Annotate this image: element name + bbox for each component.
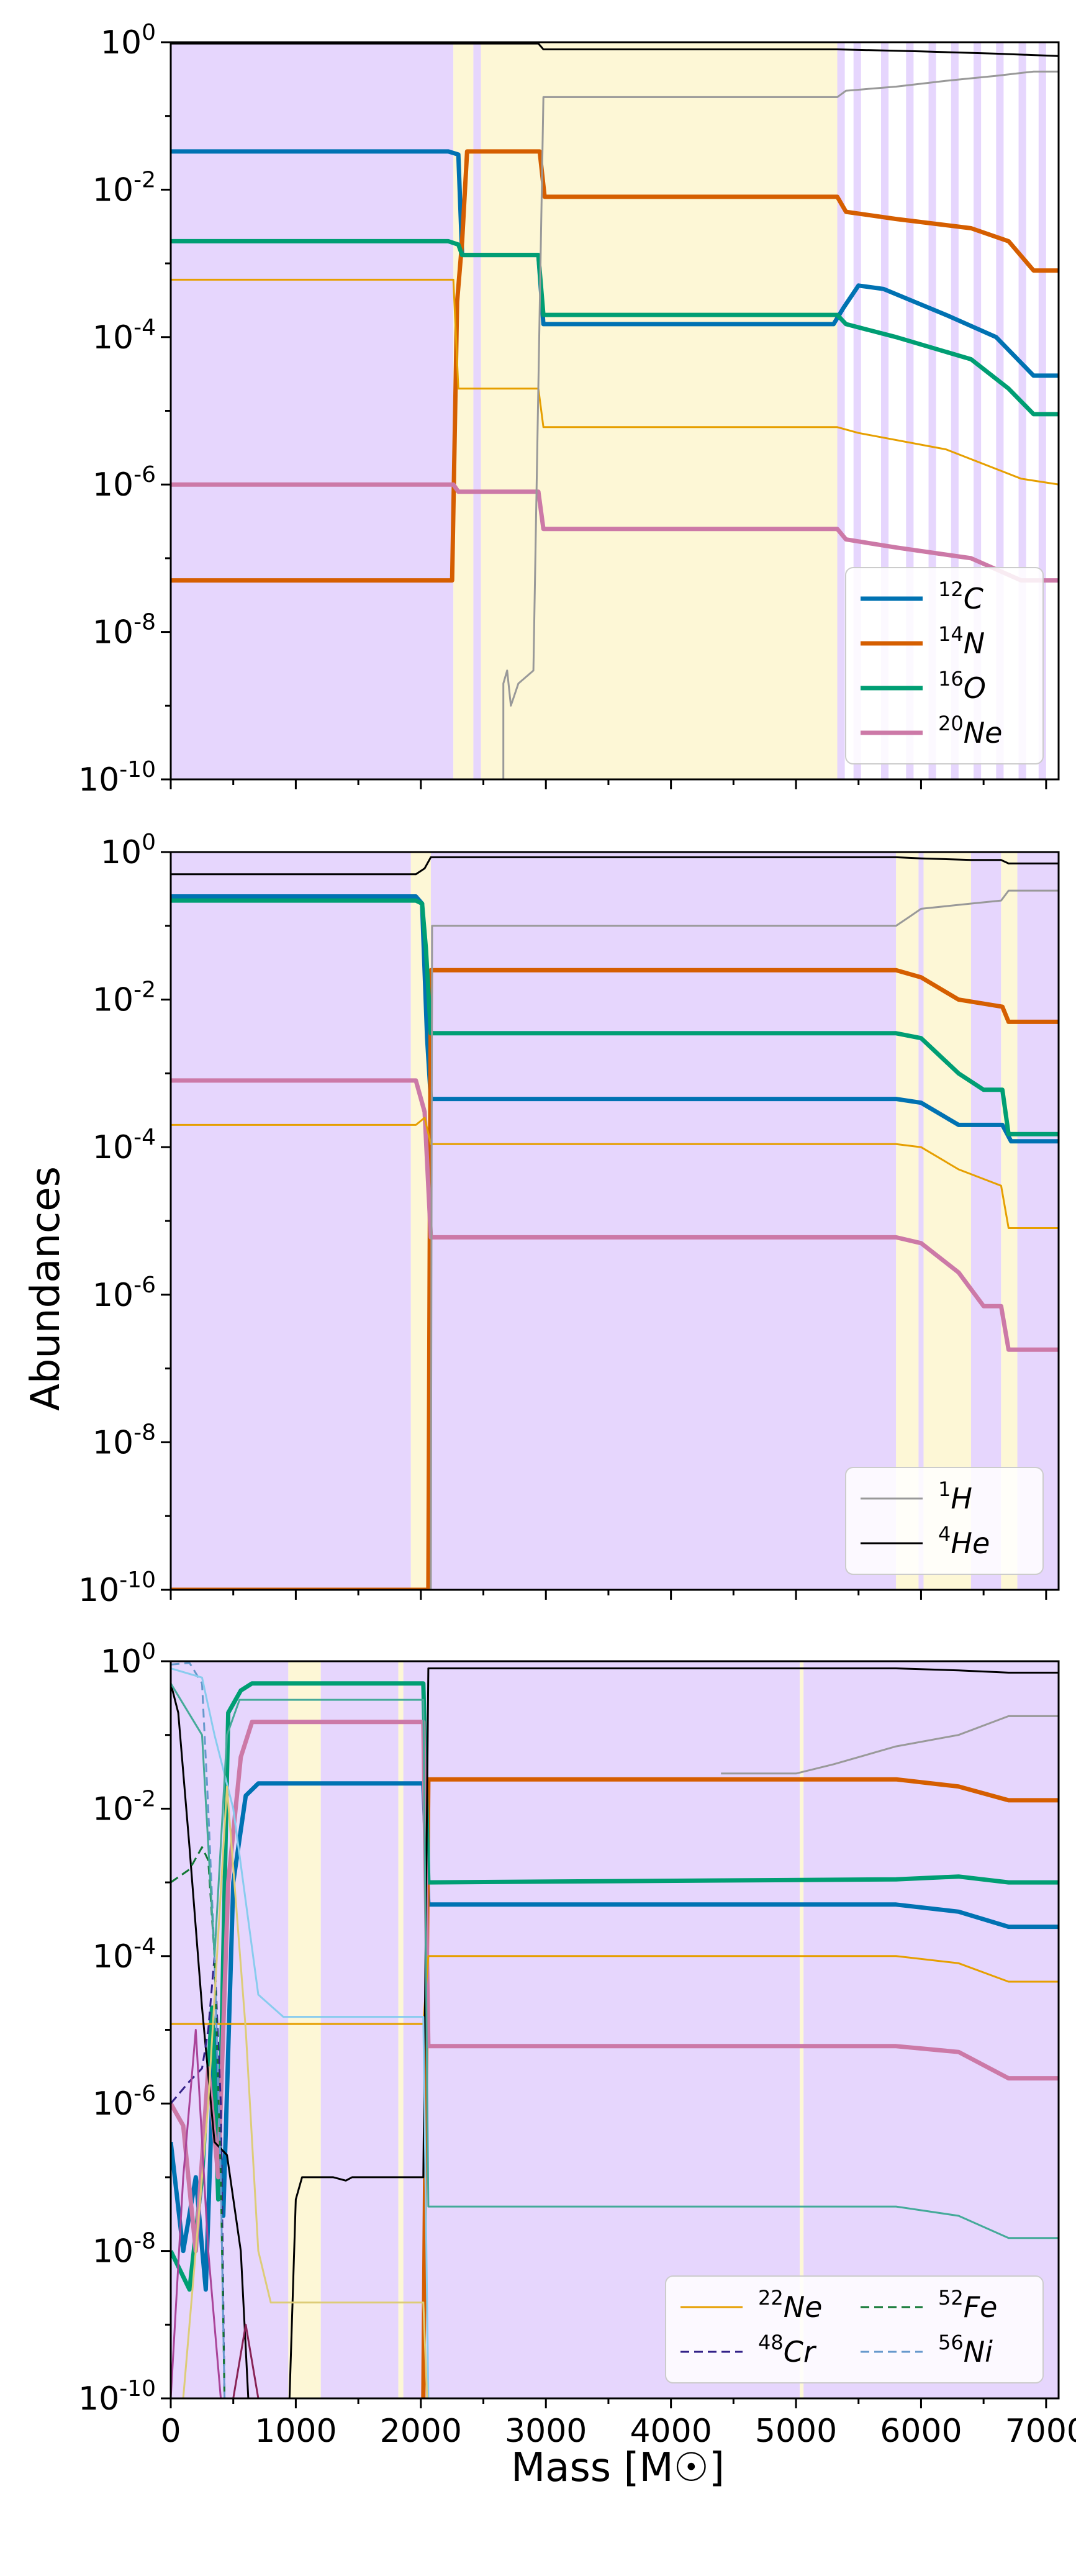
y-axis-title: Abundances — [23, 1166, 69, 1411]
series-line-1H — [430, 889, 1059, 1590]
series-line-20Ne — [171, 1078, 1059, 1352]
series-lines — [171, 42, 1059, 779]
series-line-faint-5 — [232, 2323, 260, 2398]
y-tick-label: 100 — [101, 830, 156, 871]
series-lines — [171, 1662, 1059, 2398]
panel-bottom: 100 10-2 10-4 10-6 10-8 10-100 1000 2000 3000 400… — [78, 1639, 1076, 2450]
region-band-radiative — [398, 1661, 404, 2398]
series-line-16O — [171, 898, 1059, 1136]
region-band-convective — [430, 852, 897, 1590]
series-line-20Ne — [171, 482, 1059, 583]
series-line-faint-1 — [171, 1667, 430, 2398]
series-line-1H — [502, 70, 1059, 779]
legend: 12C 14N 16O 20Ne — [845, 567, 1044, 764]
legend-label-4He: 4He — [938, 1522, 990, 1560]
y-tick-label: 10-8 — [93, 2229, 156, 2270]
region-band-radiative — [800, 1661, 804, 2398]
x-tick-label: 1000 — [255, 2413, 337, 2450]
region-bands — [171, 852, 1059, 1590]
y-tick-label: 10-10 — [78, 1567, 156, 1609]
legend-label-48Cr: 48Cr — [758, 2331, 817, 2369]
legend: 22Ne 48Cr 52Fe 56Ni — [665, 2275, 1044, 2383]
region-band-convective — [837, 42, 845, 779]
legend-label-1H: 1H — [938, 1477, 972, 1515]
series-line-56Ni — [171, 1662, 226, 2398]
series-line-faint-3 — [182, 1785, 428, 2398]
legend-label-56Ni: 56Ni — [938, 2331, 993, 2369]
panel-top: 100 10-2 10-4 10-6 10-8 10-10 12C 14N 16O 20Ne — [78, 20, 1060, 799]
y-tick-label: 100 — [101, 20, 156, 61]
series-line-faint-4 — [171, 2029, 222, 2398]
legend-label-20Ne: 20Ne — [938, 712, 1002, 750]
y-tick-label: 10-4 — [93, 1934, 156, 1975]
legend-box — [845, 567, 1044, 764]
y-tick-label: 10-10 — [78, 2376, 156, 2418]
y-tick-label: 10-10 — [78, 757, 156, 799]
series-line-22Ne — [171, 1117, 1059, 1229]
x-tick-label: 4000 — [630, 2413, 712, 2450]
x-tick-label: 5000 — [755, 2413, 837, 2450]
y-tick-label: 10-6 — [93, 1272, 156, 1314]
series-line-14N — [171, 968, 1059, 1590]
y-tick-label: 10-6 — [93, 462, 156, 504]
region-bands — [171, 42, 1046, 779]
region-band-convective — [171, 852, 411, 1590]
series-line-14N — [171, 149, 1059, 583]
y-tick-label: 10-8 — [93, 1420, 156, 1461]
y-tick-label: 100 — [101, 1639, 156, 1680]
panels: 10010-210-410-610-810-1012C14N16O20Ne100… — [78, 20, 1076, 2450]
legend-label-22Ne: 22Ne — [758, 2286, 822, 2324]
x-axis-title: Mass [M☉] — [511, 2445, 725, 2491]
y-tick-label: 10-8 — [93, 610, 156, 651]
series-lines — [171, 856, 1059, 1590]
region-band-convective — [171, 42, 454, 779]
series-line-48Cr — [171, 1955, 226, 2398]
y-tick-label: 10-2 — [93, 1786, 156, 1828]
region-band-convective — [918, 852, 924, 1590]
x-tick-label: 7000 — [1005, 2413, 1076, 2450]
series-line-4He — [171, 856, 1059, 876]
series-line-4He — [171, 42, 1059, 57]
series-line-1H — [721, 1715, 1059, 1775]
legend-label-52Fe: 52Fe — [938, 2286, 997, 2324]
region-band-convective — [473, 42, 481, 779]
series-line-22Ne — [171, 278, 1059, 486]
series-line-16O — [171, 238, 1059, 417]
legend-box — [845, 1467, 1044, 1575]
x-tick-label: 2000 — [380, 2413, 462, 2450]
legend-label-16O: 16O — [938, 667, 986, 705]
y-tick-label: 10-2 — [93, 977, 156, 1019]
legend-label-12C: 12C — [938, 578, 983, 615]
region-band-convective — [320, 1661, 399, 2398]
legend-label-14N: 14N — [938, 622, 985, 660]
series-line-faint-2 — [171, 1682, 1059, 2239]
x-tick-label: 3000 — [505, 2413, 587, 2450]
y-tick-label: 10-2 — [93, 167, 156, 209]
x-tick-label: 0 — [160, 2413, 181, 2450]
legend-box — [665, 2275, 1044, 2383]
series-line-4He — [171, 1667, 1059, 2398]
x-tick-label: 6000 — [880, 2413, 962, 2450]
y-tick-label: 10-6 — [93, 2081, 156, 2123]
y-tick-label: 10-4 — [93, 1125, 156, 1166]
y-tick-label: 10-4 — [93, 315, 156, 356]
